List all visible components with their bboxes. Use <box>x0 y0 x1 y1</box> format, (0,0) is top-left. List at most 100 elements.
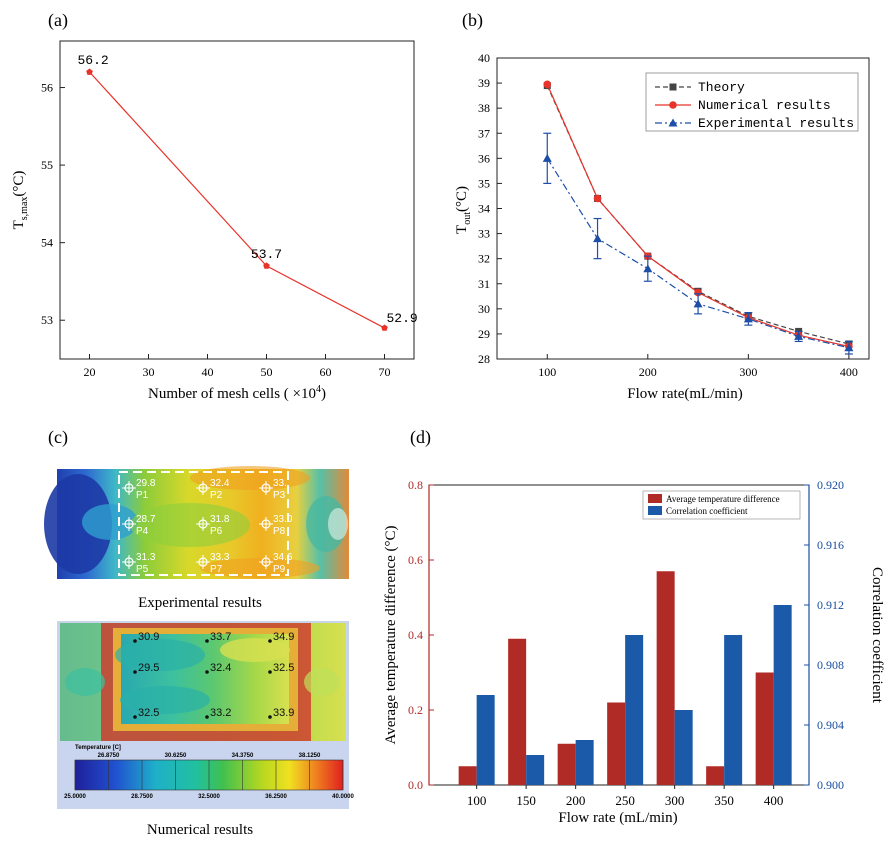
chart-b-ytick-label: 31 <box>478 277 490 291</box>
chart-d-xtick-label: 200 <box>566 793 586 808</box>
chart-d-bar-temp-diff <box>755 672 774 785</box>
simulation-probe-point <box>268 670 272 674</box>
colorbar-top-label: 26.8750 <box>98 753 120 759</box>
chart-d: 100 150 200 250 300 350 400 0.0 0.2 0.4 0.6 0.8 0.… <box>383 478 885 826</box>
chart-b-point <box>593 234 603 243</box>
measurement-point-label: P8 <box>273 526 286 537</box>
simulation-image: Temperature [C] <box>57 621 349 809</box>
chart-b-ytick-label: 36 <box>478 151 490 165</box>
simulation-probe-value: 33.9 <box>273 707 294 719</box>
chart-b-point <box>794 331 804 340</box>
measurement-point-value: 29.8 <box>136 478 156 489</box>
simulation-probe-value: 33.7 <box>210 631 231 643</box>
chart-d-ytick-label: 0.2 <box>408 703 423 717</box>
simulation-probe-value: 30.9 <box>138 631 159 643</box>
measurement-point-label: P4 <box>136 526 149 537</box>
chart-d-xtick-label: 350 <box>714 793 734 808</box>
chart-b-xtick-label: 100 <box>538 365 556 379</box>
chart-b-ytick-label: 33 <box>478 227 490 241</box>
simulation-probe-value: 29.5 <box>138 662 159 674</box>
chart-b-ytick-label: 34 <box>478 202 490 216</box>
chart-d-ytick-label: 0.6 <box>408 553 423 567</box>
chart-d-xlabel: Flow rate (mL/min) <box>558 810 677 826</box>
chart-d-bar-temp-diff <box>557 743 576 785</box>
chart-b-xtick-label: 200 <box>639 365 657 379</box>
chart-b-ytick-label: 40 <box>478 51 490 65</box>
measurement-point-value: 32.4 <box>210 478 230 489</box>
measurement-point-value: 33.0 <box>273 514 293 525</box>
simulation-probe-value: 33.2 <box>210 707 231 719</box>
chart-d-ytick-label: 0.8 <box>408 478 423 492</box>
chart-d-y2tick-label: 0.908 <box>817 658 844 672</box>
measurement-point-value: 33. <box>273 478 287 489</box>
chart-a: 20 30 40 50 60 70 53 54 55 56 56.2 53.7 52.9 Numbe… <box>11 40 418 402</box>
chart-b-ytick-label: 35 <box>478 176 490 190</box>
colorbar-top-label: 38.1250 <box>299 753 321 759</box>
chart-d-y2tick-label: 0.912 <box>817 598 844 612</box>
chart-b-xlabel: Flow rate(mL/min) <box>627 386 742 402</box>
colorbar-bottom-label: 32.5000 <box>198 794 220 800</box>
chart-a-ytick-label: 55 <box>41 158 53 172</box>
experimental-caption: Experimental results <box>138 595 262 611</box>
chart-d-ytick-label: 0.4 <box>408 628 423 642</box>
measurement-region <box>118 471 289 576</box>
measurement-point-value: 28.7 <box>136 514 156 525</box>
colorbar-bottom-label: 40.0000 <box>332 794 354 800</box>
chart-a-xtick-label: 40 <box>202 365 214 379</box>
measurement-point-label: P1 <box>136 490 149 501</box>
simulation-probe-value: 32.4 <box>210 662 231 674</box>
chart-d-bar-correlation <box>575 740 594 785</box>
chart-a-xlabel: Number of mesh cells ( ×104) <box>148 384 326 402</box>
chart-b-point <box>844 343 854 352</box>
chart-b-point <box>694 288 702 297</box>
chart-b-xtick-label: 400 <box>840 365 858 379</box>
measurement-point-label: P5 <box>136 564 149 575</box>
chart-a-line <box>89 71 385 329</box>
measurement-point-label: P9 <box>273 564 286 575</box>
chart-b-xtick-label: 300 <box>739 365 757 379</box>
measurement-point-value: 33.3 <box>210 552 230 563</box>
chart-a-ytick-label: 56 <box>41 81 53 95</box>
chart-d-legend-swatch <box>648 506 662 515</box>
chart-b-ytick-label: 29 <box>478 327 490 341</box>
chart-d-legend: Average temperature difference Correlatio… <box>642 490 801 520</box>
chart-b-legend-label: Experimental results <box>698 116 854 131</box>
chart-d-legend-label: Correlation coefficient <box>666 506 748 516</box>
chart-b-point <box>743 314 753 323</box>
chart-a-point <box>263 262 270 269</box>
measurement-point-label: P7 <box>210 564 223 575</box>
chart-d-y2tick-label: 0.900 <box>817 778 844 792</box>
chart-d-y2tick-label: 0.904 <box>817 718 844 732</box>
chart-d-bar-correlation <box>773 605 792 785</box>
simulation-probe-point <box>205 715 209 719</box>
chart-b: 100 200 300 400 28293031323334353637383940 … <box>454 51 870 402</box>
chart-b-point <box>693 299 703 308</box>
chart-b-point <box>643 264 653 273</box>
chart-d-bar-correlation <box>625 635 644 785</box>
chart-d-bar-temp-diff <box>607 702 626 785</box>
chart-d-xtick-label: 250 <box>615 793 635 808</box>
colorbar-bottom-label: 36.2500 <box>265 794 287 800</box>
chart-b-legend-box <box>645 72 859 132</box>
chart-b-ytick-label: 37 <box>478 126 490 140</box>
chart-a-data-label: 52.9 <box>387 311 418 326</box>
chart-b-legend-marker <box>669 83 677 91</box>
chart-a-point <box>86 68 93 75</box>
simulation-probe-value: 32.5 <box>138 707 159 719</box>
simulation-probe-point <box>268 639 272 643</box>
colorbar-top-label: 34.3750 <box>232 753 254 759</box>
measurement-point-value: 31.3 <box>136 552 156 563</box>
chart-d-bar-temp-diff <box>706 766 725 785</box>
chart-a-point <box>381 324 388 331</box>
chart-a-xtick-label: 70 <box>379 365 391 379</box>
chart-a-ylabel: Ts,max(°C) <box>11 171 30 230</box>
numerical-caption: Numerical results <box>147 822 253 838</box>
chart-b-legend-label: Theory <box>698 80 745 95</box>
colorbar-title: Temperature [C] <box>75 745 121 751</box>
chart-a-ytick-label: 53 <box>41 313 53 327</box>
chart-a-data-label: 53.7 <box>251 247 282 262</box>
chart-d-xtick-label: 100 <box>467 793 487 808</box>
chart-d-xtick-label: 400 <box>764 793 784 808</box>
chart-d-bar-correlation <box>724 635 743 785</box>
chart-d-legend-label: Average temperature difference <box>666 494 780 504</box>
